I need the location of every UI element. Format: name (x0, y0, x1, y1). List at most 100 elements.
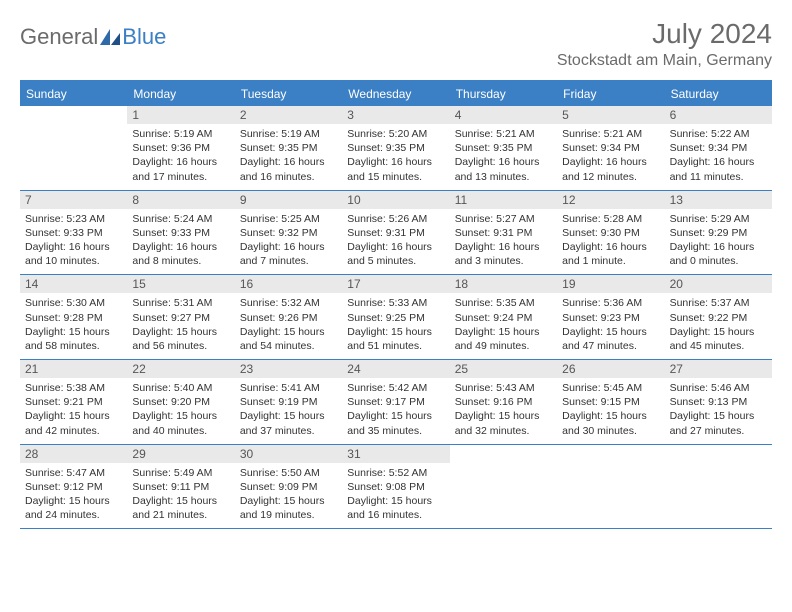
daylight-text: Daylight: 16 hours and 13 minutes. (455, 155, 552, 183)
sunrise-text: Sunrise: 5:25 AM (240, 212, 337, 226)
logo-text-1: General (20, 24, 98, 50)
sunrise-text: Sunrise: 5:28 AM (562, 212, 659, 226)
daylight-text: Daylight: 15 hours and 37 minutes. (240, 409, 337, 437)
day-number: 6 (665, 106, 772, 124)
sunset-text: Sunset: 9:26 PM (240, 311, 337, 325)
day-number: 13 (665, 191, 772, 209)
day-info: Sunrise: 5:28 AMSunset: 9:30 PMDaylight:… (562, 212, 659, 269)
day-info: Sunrise: 5:23 AMSunset: 9:33 PMDaylight:… (25, 212, 122, 269)
day-cell: 8 Sunrise: 5:24 AMSunset: 9:33 PMDaylight… (127, 191, 234, 275)
day-info: Sunrise: 5:46 AMSunset: 9:13 PMDaylight:… (670, 381, 767, 438)
weekday-sun: Sunday (20, 82, 127, 106)
daylight-text: Daylight: 15 hours and 24 minutes. (25, 494, 122, 522)
day-info: Sunrise: 5:20 AMSunset: 9:35 PMDaylight:… (347, 127, 444, 184)
sunset-text: Sunset: 9:29 PM (670, 226, 767, 240)
day-number: 16 (235, 275, 342, 293)
day-info: Sunrise: 5:21 AMSunset: 9:35 PMDaylight:… (455, 127, 552, 184)
sunrise-text: Sunrise: 5:26 AM (347, 212, 444, 226)
daylight-text: Daylight: 15 hours and 42 minutes. (25, 409, 122, 437)
sunset-text: Sunset: 9:15 PM (562, 395, 659, 409)
day-number: 31 (342, 445, 449, 463)
day-info: Sunrise: 5:37 AMSunset: 9:22 PMDaylight:… (670, 296, 767, 353)
sunset-text: Sunset: 9:17 PM (347, 395, 444, 409)
day-cell (450, 445, 557, 529)
sunrise-text: Sunrise: 5:47 AM (25, 466, 122, 480)
day-number: 14 (20, 275, 127, 293)
day-cell: 23Sunrise: 5:41 AMSunset: 9:19 PMDayligh… (235, 360, 342, 444)
day-cell: 1Sunrise: 5:19 AMSunset: 9:36 PMDaylight… (127, 106, 234, 190)
weekday-mon: Monday (127, 82, 234, 106)
daylight-text: Daylight: 16 hours and 3 minutes. (455, 240, 552, 268)
sunset-text: Sunset: 9:31 PM (455, 226, 552, 240)
day-info: Sunrise: 5:25 AMSunset: 9:32 PMDaylight:… (240, 212, 337, 269)
sunset-text: Sunset: 9:24 PM (455, 311, 552, 325)
day-number: 12 (557, 191, 664, 209)
day-cell: 4Sunrise: 5:21 AMSunset: 9:35 PMDaylight… (450, 106, 557, 190)
daylight-text: Daylight: 15 hours and 54 minutes. (240, 325, 337, 353)
day-number: 25 (450, 360, 557, 378)
sunrise-text: Sunrise: 5:32 AM (240, 296, 337, 310)
day-cell: 10Sunrise: 5:26 AMSunset: 9:31 PMDayligh… (342, 191, 449, 275)
week-row: 14 Sunrise: 5:30 AMSunset: 9:28 PMDayligh… (20, 275, 772, 360)
sunrise-text: Sunrise: 5:52 AM (347, 466, 444, 480)
day-cell: 5Sunrise: 5:21 AMSunset: 9:34 PMDaylight… (557, 106, 664, 190)
sunset-text: Sunset: 9:23 PM (562, 311, 659, 325)
day-number: 8 (127, 191, 234, 209)
day-info: Sunrise: 5:35 AMSunset: 9:24 PMDaylight:… (455, 296, 552, 353)
week-row: 28Sunrise: 5:47 AMSunset: 9:12 PMDayligh… (20, 445, 772, 530)
day-cell: 17Sunrise: 5:33 AMSunset: 9:25 PMDayligh… (342, 275, 449, 359)
daylight-text: Daylight: 15 hours and 27 minutes. (670, 409, 767, 437)
day-number: 19 (557, 275, 664, 293)
day-info: Sunrise: 5:33 AMSunset: 9:25 PMDaylight:… (347, 296, 444, 353)
day-number: 23 (235, 360, 342, 378)
day-cell: 27Sunrise: 5:46 AMSunset: 9:13 PMDayligh… (665, 360, 772, 444)
sunset-text: Sunset: 9:33 PM (132, 226, 229, 240)
day-number: 28 (20, 445, 127, 463)
daylight-text: Daylight: 16 hours and 7 minutes. (240, 240, 337, 268)
weekday-header: Sunday Monday Tuesday Wednesday Thursday… (20, 82, 772, 106)
day-info: Sunrise: 5:30 AMSunset: 9:28 PMDaylight:… (25, 296, 122, 353)
day-cell: 22Sunrise: 5:40 AMSunset: 9:20 PMDayligh… (127, 360, 234, 444)
day-info: Sunrise: 5:40 AMSunset: 9:20 PMDaylight:… (132, 381, 229, 438)
daylight-text: Daylight: 16 hours and 12 minutes. (562, 155, 659, 183)
daylight-text: Daylight: 16 hours and 16 minutes. (240, 155, 337, 183)
sunrise-text: Sunrise: 5:49 AM (132, 466, 229, 480)
sunrise-text: Sunrise: 5:24 AM (132, 212, 229, 226)
sunrise-text: Sunrise: 5:21 AM (562, 127, 659, 141)
sunset-text: Sunset: 9:09 PM (240, 480, 337, 494)
day-cell: 9 Sunrise: 5:25 AMSunset: 9:32 PMDaylight… (235, 191, 342, 275)
week-row: 1Sunrise: 5:19 AMSunset: 9:36 PMDaylight… (20, 106, 772, 191)
day-number: 9 (235, 191, 342, 209)
day-cell: 28Sunrise: 5:47 AMSunset: 9:12 PMDayligh… (20, 445, 127, 529)
day-info: Sunrise: 5:43 AMSunset: 9:16 PMDaylight:… (455, 381, 552, 438)
daylight-text: Daylight: 15 hours and 32 minutes. (455, 409, 552, 437)
day-cell: 19 Sunrise: 5:36 AMSunset: 9:23 PMDayligh… (557, 275, 664, 359)
calendar: Sunday Monday Tuesday Wednesday Thursday… (20, 80, 772, 529)
location: Stockstadt am Main, Germany (557, 52, 772, 70)
sunrise-text: Sunrise: 5:35 AM (455, 296, 552, 310)
daylight-text: Daylight: 15 hours and 47 minutes. (562, 325, 659, 353)
sunset-text: Sunset: 9:36 PM (132, 141, 229, 155)
daylight-text: Daylight: 16 hours and 5 minutes. (347, 240, 444, 268)
day-number: 26 (557, 360, 664, 378)
sunset-text: Sunset: 9:22 PM (670, 311, 767, 325)
daylight-text: Daylight: 16 hours and 8 minutes. (132, 240, 229, 268)
sunset-text: Sunset: 9:34 PM (670, 141, 767, 155)
day-number: 1 (127, 106, 234, 124)
sunset-text: Sunset: 9:21 PM (25, 395, 122, 409)
sunrise-text: Sunrise: 5:36 AM (562, 296, 659, 310)
sunrise-text: Sunrise: 5:30 AM (25, 296, 122, 310)
day-info: Sunrise: 5:36 AMSunset: 9:23 PMDaylight:… (562, 296, 659, 353)
day-info: Sunrise: 5:32 AMSunset: 9:26 PMDaylight:… (240, 296, 337, 353)
day-cell: 7Sunrise: 5:23 AMSunset: 9:33 PMDaylight… (20, 191, 127, 275)
day-info: Sunrise: 5:26 AMSunset: 9:31 PMDaylight:… (347, 212, 444, 269)
title-block: July 2024 Stockstadt am Main, Germany (557, 18, 772, 70)
sunrise-text: Sunrise: 5:20 AM (347, 127, 444, 141)
sunset-text: Sunset: 9:25 PM (347, 311, 444, 325)
day-info: Sunrise: 5:42 AMSunset: 9:17 PMDaylight:… (347, 381, 444, 438)
sunset-text: Sunset: 9:32 PM (240, 226, 337, 240)
daylight-text: Daylight: 15 hours and 35 minutes. (347, 409, 444, 437)
day-cell: 29Sunrise: 5:49 AMSunset: 9:11 PMDayligh… (127, 445, 234, 529)
daylight-text: Daylight: 15 hours and 56 minutes. (132, 325, 229, 353)
daylight-text: Daylight: 15 hours and 49 minutes. (455, 325, 552, 353)
